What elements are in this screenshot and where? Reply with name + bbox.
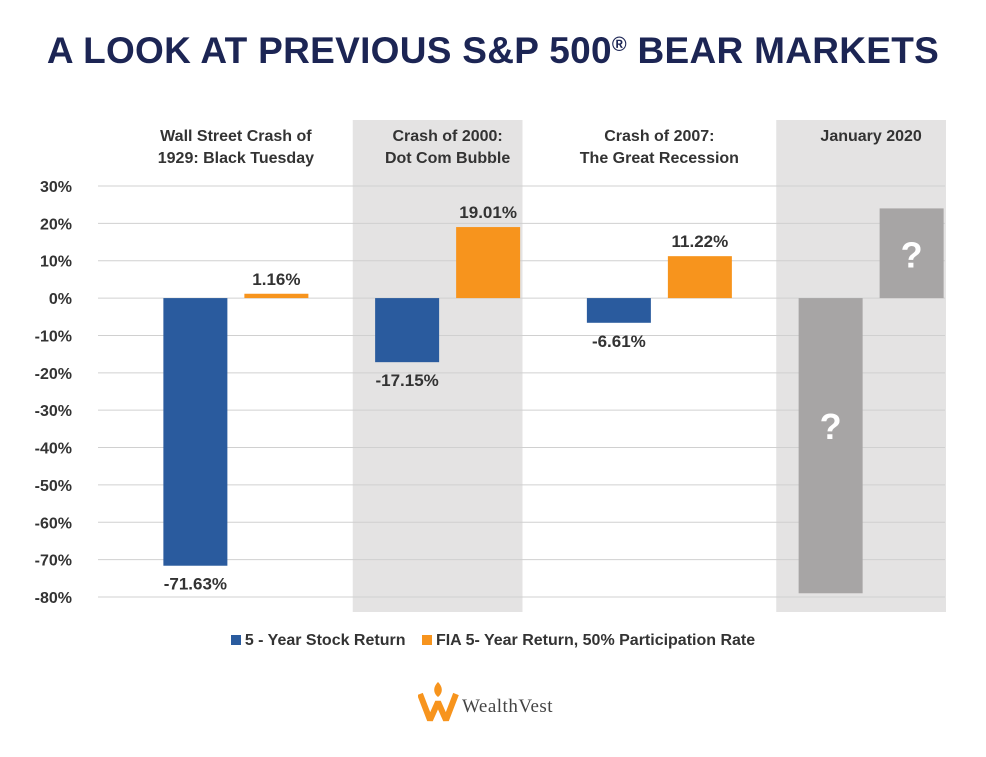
legend-swatch-fia [421, 635, 432, 645]
y-tick-label: -60% [35, 515, 72, 532]
bar-chart: 30% 20% 10% 0% -10% -20% -30% -40% -50% -60% -70% -… [35, 120, 946, 612]
stock-return-bar-2 [586, 298, 651, 323]
registered-mark: ® [611, 34, 627, 56]
category-label-line1: Wall Street Crash of [160, 128, 312, 145]
fia-return-label: 19.01% [459, 203, 517, 222]
y-tick-label: 0% [49, 291, 72, 308]
legend-item-stock: 5 - Year Stock Return [230, 632, 406, 650]
category-label-line1: Crash of 2007: [604, 128, 714, 145]
legend-label-stock: 5 - Year Stock Return [244, 632, 406, 649]
unknown-bar-1 [879, 208, 944, 299]
stock-return-label: -71.63% [164, 575, 227, 594]
y-tick-label: -80% [35, 590, 72, 607]
legend-label-fia: FIA 5- Year Return, 50% Participation Ra… [435, 632, 756, 649]
fia-return-bar-0 [244, 293, 309, 299]
title-suffix: BEAR MARKETS [626, 30, 940, 71]
category-shade-1 [352, 120, 523, 612]
category-label-line2: 1929: Black Tuesday [158, 150, 314, 167]
stock-return-label: -17.15% [375, 371, 438, 390]
y-tick-label: -70% [35, 553, 72, 570]
unknown-bar-0 [798, 298, 863, 594]
y-tick-label: 10% [40, 254, 72, 271]
wealthvest-logo: WealthVest [417, 680, 588, 724]
title-main: A LOOK AT PREVIOUS S&P 500 [46, 30, 612, 71]
legend-swatch-stock [230, 635, 241, 645]
question-mark-label: ? [820, 406, 842, 447]
category-label-line2: The Great Recession [580, 150, 739, 167]
fia-return-label: 1.16% [252, 270, 300, 289]
fia-return-bar-2 [667, 256, 732, 299]
legend-item-fia: FIA 5- Year Return, 50% Participation Ra… [421, 632, 756, 650]
fia-return-label: 11.22% [672, 232, 729, 251]
y-tick-label: -40% [35, 441, 72, 458]
wealthvest-flame-w-icon [417, 682, 459, 722]
fia-return-bar-1 [456, 227, 521, 299]
legend: 5 - Year Stock Return FIA 5- Year Return… [0, 632, 986, 650]
y-tick-label: -50% [35, 478, 72, 495]
logo-text: WealthVest [462, 696, 554, 717]
stock-return-bar-1 [375, 298, 440, 363]
y-tick-label: -30% [35, 403, 72, 420]
category-label-line1: Crash of 2000: [392, 128, 502, 145]
stock-return-bar-0 [163, 298, 228, 566]
stock-return-label: -6.61% [592, 332, 646, 351]
y-tick-label: 20% [40, 216, 72, 233]
question-mark-label: ? [901, 234, 923, 275]
category-label-line2: Dot Com Bubble [385, 150, 510, 167]
category-label-line1: January 2020 [820, 128, 922, 145]
y-tick-label: -20% [35, 366, 72, 383]
chart-title: A LOOK AT PREVIOUS S&P 500® BEAR MARKETS [0, 30, 986, 72]
y-tick-label: -10% [35, 328, 72, 345]
y-tick-label: 30% [40, 179, 72, 196]
